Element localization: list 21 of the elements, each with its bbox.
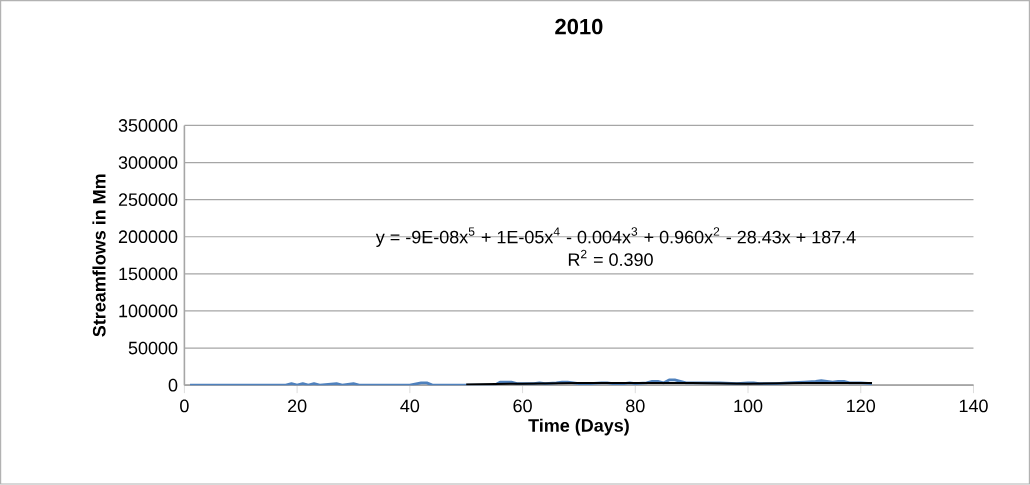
y-tick-label: 200000: [118, 230, 178, 244]
x-axis-title: Time (Days): [528, 418, 629, 436]
x-tick-label: 40: [400, 399, 420, 413]
y-tick-label: 250000: [118, 193, 178, 207]
x-tick-label: 120: [847, 399, 876, 413]
y-axis-title: Streamflows in Mm: [92, 174, 106, 337]
x-tick-label: 0: [180, 399, 189, 413]
annotation: R$^{2}$ = 0.390: [568, 249, 653, 267]
y-tick-label: 50000: [128, 341, 178, 355]
y-tick-label: 0: [168, 378, 178, 392]
x-tick-label: 100: [734, 399, 763, 413]
y-tick-label: 100000: [119, 304, 178, 318]
y-tick-label: 150000: [119, 267, 178, 281]
y-tick-label: 300000: [118, 156, 178, 170]
chart-title: 2010: [555, 19, 603, 35]
x-tick-label: 80: [626, 399, 645, 413]
x-tick-label: 60: [513, 399, 532, 413]
x-tick-label: 20: [288, 399, 307, 413]
text: y = -9E-08x$^{5}$ + 1E-05x$^{4}$ - 0.004x$^{3}$ + 0.960x$^{2}$ - 28.43x + 187.4: [375, 227, 856, 248]
y-tick-label: 350000: [118, 119, 178, 133]
x-tick-label: 140: [959, 399, 988, 413]
